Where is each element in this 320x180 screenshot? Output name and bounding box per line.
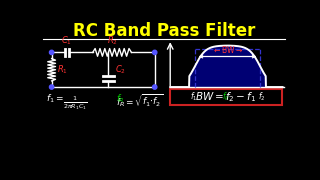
Text: $C_1$: $C_1$ — [61, 35, 72, 47]
Text: $\frac{1}{2\pi R_1C_1}$: $\frac{1}{2\pi R_1C_1}$ — [63, 94, 88, 112]
Circle shape — [50, 50, 54, 55]
Circle shape — [153, 85, 157, 89]
Text: $f_2$: $f_2$ — [258, 90, 265, 103]
Text: $f_R$: $f_R$ — [222, 90, 230, 103]
Bar — [170, 89, 282, 105]
Text: $BW = f_2-f_1$: $BW = f_2-f_1$ — [196, 90, 257, 104]
Text: $f_1$: $f_1$ — [189, 90, 197, 103]
Text: RC Band Pass Filter: RC Band Pass Filter — [73, 22, 255, 40]
Text: $f_1=$: $f_1=$ — [46, 93, 64, 105]
Text: $\leftarrow$BW$\rightarrow$: $\leftarrow$BW$\rightarrow$ — [212, 44, 243, 55]
Text: $C_2$: $C_2$ — [115, 64, 126, 76]
Circle shape — [153, 50, 157, 55]
Text: $f_R = \sqrt{f_1{\cdot}f_2}$: $f_R = \sqrt{f_1{\cdot}f_2}$ — [116, 93, 163, 109]
Text: $f_{\!R}$: $f_{\!R}$ — [116, 93, 124, 105]
Text: $R_2$: $R_2$ — [107, 35, 117, 47]
Text: $R_1$: $R_1$ — [57, 64, 68, 76]
Circle shape — [50, 85, 54, 89]
